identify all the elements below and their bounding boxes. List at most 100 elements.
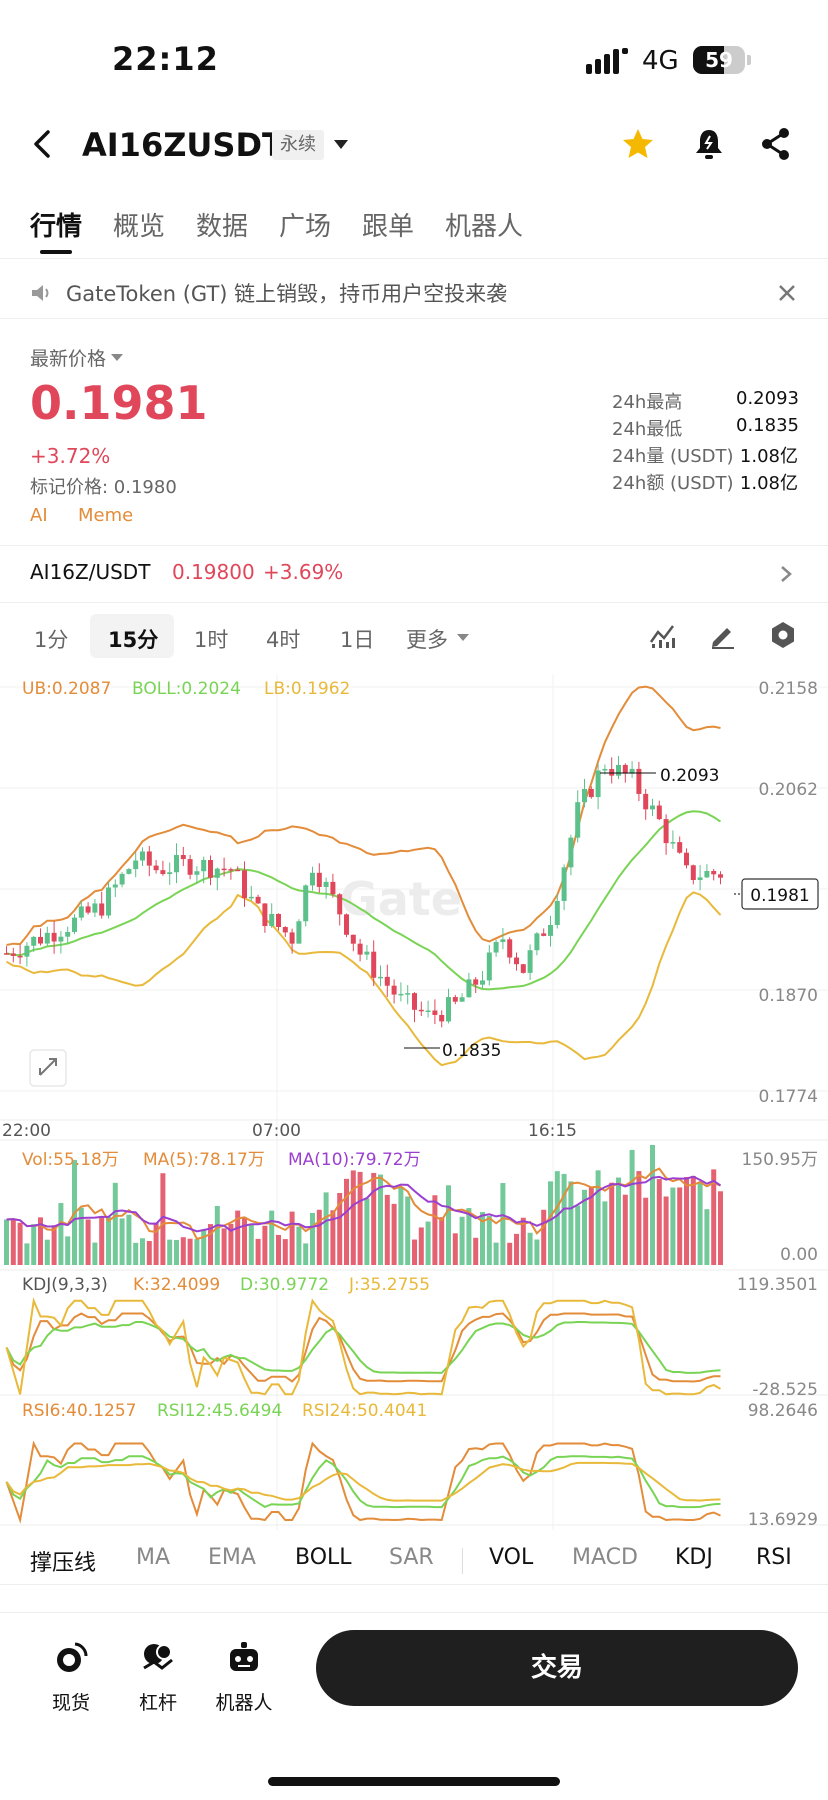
volume-bar: [507, 1242, 513, 1265]
tab-data[interactable]: 数据: [196, 212, 249, 242]
announcement-text[interactable]: GateToken (GT) 链上销毁，持币用户空投来袭: [66, 282, 508, 306]
indicator-tab-support[interactable]: 撑压线: [30, 1551, 97, 1576]
candle: [208, 860, 213, 878]
kline-chart[interactable]: Gate UB:0.2087 BOLL:0.2024 LB:0.1962 0.2…: [0, 675, 828, 1530]
indicator-tab-ma[interactable]: MA: [136, 1545, 171, 1570]
candle: [718, 874, 723, 878]
volume-bar: [561, 1173, 567, 1265]
trade-button[interactable]: 交易: [316, 1630, 798, 1706]
share-icon[interactable]: [760, 126, 792, 162]
candle: [72, 917, 77, 932]
volume-bar: [718, 1191, 723, 1265]
candle: [582, 788, 587, 803]
bell-icon[interactable]: [692, 126, 726, 162]
price-type-caret-icon[interactable]: [111, 354, 123, 361]
volume-bar: [493, 1242, 499, 1265]
close-icon[interactable]: [776, 282, 798, 304]
draw-icon[interactable]: [708, 620, 738, 650]
candle: [629, 768, 635, 774]
low-marker-label: 0.1835: [442, 1041, 501, 1061]
volume-bar: [160, 1173, 166, 1265]
volume-bar: [425, 1221, 431, 1265]
volume-bar: [330, 1210, 336, 1265]
price-type-label[interactable]: 最新价格: [30, 348, 107, 370]
tag-meme[interactable]: Meme: [78, 505, 134, 526]
candle: [670, 842, 676, 844]
candle: [4, 953, 9, 955]
volume-bar: [282, 1239, 288, 1265]
indicator-icon[interactable]: [648, 620, 678, 650]
candle: [187, 859, 193, 875]
gate-watermark: Gate: [340, 872, 462, 926]
volume-bar: [575, 1205, 581, 1265]
more-caret-icon[interactable]: [457, 634, 469, 641]
divider: [0, 602, 828, 603]
indicator-tab-sar[interactable]: SAR: [389, 1545, 434, 1570]
back-icon[interactable]: [28, 126, 58, 162]
nav-bot[interactable]: 机器人: [204, 1640, 284, 1715]
indicator-tab-kdj[interactable]: KDJ: [675, 1545, 713, 1570]
candle: [214, 868, 220, 878]
tab-copy-trading[interactable]: 跟单: [362, 212, 415, 242]
last-price-tag: [741, 878, 819, 910]
tag-ai[interactable]: AI: [30, 505, 48, 526]
indicator-tab-rsi[interactable]: RSI: [756, 1545, 792, 1570]
candle: [595, 770, 601, 798]
gear-icon[interactable]: [768, 620, 798, 650]
volume-bar: [473, 1237, 479, 1265]
tab-overview[interactable]: 概览: [113, 212, 166, 242]
kdj-j-line: [5, 1297, 721, 1396]
perpetual-badge[interactable]: 永续: [272, 130, 324, 160]
spot-change[interactable]: +3.69%: [263, 560, 344, 584]
indicator-tab-boll[interactable]: BOLL: [295, 1545, 352, 1570]
volume-bar: [146, 1241, 152, 1265]
volume-bar: [99, 1217, 105, 1265]
volume-bar: [174, 1239, 179, 1265]
spot-price[interactable]: 0.19800: [172, 560, 255, 584]
volume-bar: [112, 1182, 118, 1265]
timeframe-4h[interactable]: 4时: [266, 628, 301, 652]
timeframe-more[interactable]: 更多: [406, 628, 448, 652]
price-axis-tick: 0.2062: [759, 780, 818, 800]
last-price-tag-text: 0.1981: [750, 886, 809, 906]
candle: [616, 764, 621, 776]
robot-icon: [230, 1642, 258, 1671]
volume-bar: [398, 1186, 404, 1265]
boll-middle-line: [6, 810, 722, 991]
nav-margin[interactable]: 杠杆: [118, 1640, 198, 1715]
speaker-icon: [32, 285, 49, 301]
volume-bar: [44, 1239, 50, 1265]
timeframe-active-bg: [90, 614, 174, 658]
timeframe-15m[interactable]: 15分: [108, 628, 159, 652]
timeframe-1d[interactable]: 1日: [340, 628, 375, 652]
volume-bar: [262, 1225, 268, 1265]
candle: [677, 842, 683, 853]
candle: [174, 855, 179, 873]
tab-square[interactable]: 广场: [279, 212, 332, 242]
candle: [466, 979, 472, 998]
pair-dropdown-caret-icon[interactable]: [334, 140, 348, 149]
chevron-right-icon[interactable]: [779, 564, 793, 584]
volume-bar: [276, 1234, 281, 1265]
indicator-tab-vol[interactable]: VOL: [489, 1545, 534, 1570]
tab-market[interactable]: 行情: [30, 212, 83, 242]
candle: [112, 884, 118, 888]
pair-title[interactable]: AI16ZUSDT: [82, 126, 284, 164]
volume-bar: [439, 1217, 445, 1265]
spot-pair-name[interactable]: AI16Z/USDT: [30, 560, 151, 584]
volume-bar: [296, 1226, 302, 1265]
volume-bar: [344, 1178, 349, 1265]
candle: [44, 932, 50, 944]
volume-bar: [24, 1243, 30, 1265]
volume-bar: [140, 1238, 145, 1265]
candle: [588, 788, 594, 798]
candle: [384, 976, 390, 986]
timeframe-1m[interactable]: 1分: [34, 628, 69, 652]
indicator-tab-ema[interactable]: EMA: [208, 1545, 256, 1570]
star-icon[interactable]: [620, 126, 656, 162]
indicator-tab-macd[interactable]: MACD: [572, 1545, 638, 1570]
tab-bots[interactable]: 机器人: [445, 212, 524, 242]
price-axis-tick: 0.1870: [759, 986, 818, 1006]
timeframe-1h[interactable]: 1时: [194, 628, 229, 652]
nav-spot[interactable]: 现货: [31, 1640, 111, 1715]
